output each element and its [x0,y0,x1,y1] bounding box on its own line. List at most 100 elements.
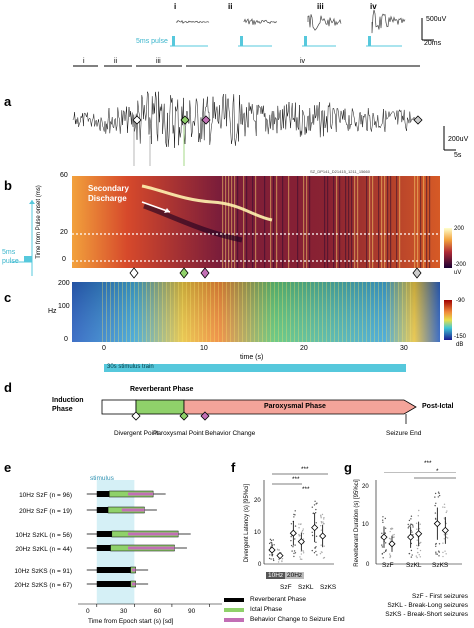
spectrogram-stripe [234,282,235,342]
e-xtick-0: 0 [86,608,90,615]
data-point [418,527,421,530]
data-point [418,509,420,512]
b-colorbar [444,228,452,268]
mean-marker [297,538,305,546]
data-point [311,549,313,552]
c-ytick-0: 0 [64,336,68,343]
data-point [293,555,295,558]
data-point [323,518,325,520]
e-row-label: 10Hz SzF (n = 96) [19,492,72,499]
c-xtick-0: 0 [102,345,106,352]
data-point [293,516,295,518]
spectrogram-stripe [118,282,119,342]
data-point [293,552,295,555]
panel-label-g: g [344,460,352,475]
data-point [442,542,444,544]
g-cat-szks: SzKS [432,562,449,569]
spectrogram-stripe [342,282,343,342]
mean-marker [415,530,423,538]
legend-ictal: Ictal Phase [250,606,283,613]
data-point [435,502,437,504]
b-pulse-label: 5ms pulse [2,249,19,265]
spectrogram-stripe [150,282,151,342]
data-point [389,553,391,555]
data-point [410,518,412,520]
spectrogram-stripe [262,282,263,342]
f-ytick-20: 20 [254,498,261,504]
spectrogram-stripe [286,282,287,342]
mean-marker [319,532,327,540]
data-point [293,550,296,552]
data-point [314,546,316,549]
data-point [410,549,413,552]
data-point [319,514,322,516]
g-cat-szf: SzF [382,562,394,569]
panel-label-c: c [4,290,12,305]
legend-behavior: Behavior Change to Seizure End [250,616,345,623]
data-point [278,558,280,561]
data-point [437,550,440,552]
data-point [270,558,272,560]
heatmap-stripe [381,176,383,268]
spectrogram-stripe [398,282,399,342]
data-point [381,519,384,521]
f-legend-10hz: 10Hz [266,572,286,579]
induction-box [101,399,137,415]
data-point [320,522,323,524]
spectrogram-stripe [178,282,179,342]
f-ylabel: Divergent Latency (s) [95%ci] [244,483,250,563]
e-behavior-bar [128,546,175,550]
data-point [299,556,301,558]
spectrogram-stripe [374,282,375,342]
b-annotation-arrow [141,201,171,213]
data-point [315,508,317,511]
inset-pulse-marker [240,36,243,46]
divergent-marker [131,411,141,421]
heatmap-stripe [387,176,389,268]
heatmap-stripe [324,176,326,268]
g-ylabel: Reverberant Duration (s) [95%ci] [354,479,360,567]
data-point [320,517,322,519]
data-point [393,533,395,536]
data-point [270,539,273,542]
spectrogram-stripe [362,282,363,342]
g-sig-1: *** [424,460,432,467]
data-point [298,523,300,525]
mean-marker [380,533,388,541]
data-point [409,524,411,527]
heatmap-stripe [414,176,416,268]
heatmap-stripe [255,176,257,268]
data-point [316,554,318,556]
heatmap-stripe [306,176,308,268]
data-point [281,557,284,560]
e-reverberant-bar [96,491,110,497]
data-point [290,535,292,538]
data-point [438,543,441,545]
spectrogram-stripe [170,282,171,342]
heatmap-stripe [276,176,278,268]
spectrogram-stripe [174,282,175,342]
data-point [302,552,305,554]
data-point [319,552,322,555]
g-ytick-0: 0 [366,562,370,568]
heatmap-stripe [384,176,386,268]
e-xtick-30: 30 [120,608,128,615]
data-point [419,549,422,552]
data-point [434,504,436,507]
data-point [320,544,322,546]
paroxysmal-marker [179,411,189,421]
spectrogram-stripe [166,282,167,342]
data-point [323,523,325,525]
data-point [381,544,383,546]
data-point [407,523,409,526]
e-behavior-bar [128,532,179,536]
heatmap-stripe [270,176,272,268]
c-xlabel: time (s) [240,354,264,361]
b-ytick-0: 0 [62,256,66,263]
c-colorbar [444,300,452,340]
data-point [294,544,296,546]
legend-swatch-ictal [224,608,244,612]
spectrogram-stripe [326,282,327,342]
paroxysmal-marker [180,115,190,125]
heatmap-stripe [396,176,398,268]
